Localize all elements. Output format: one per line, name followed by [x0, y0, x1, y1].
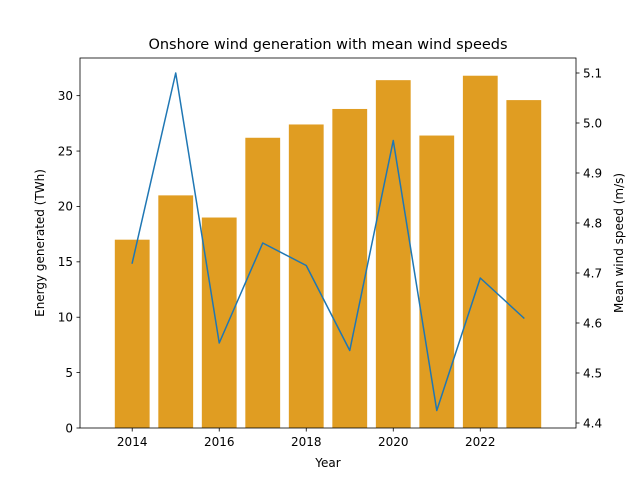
y2-tick-label-5.0: 5.0 — [583, 116, 602, 130]
bar-2020 — [375, 80, 411, 428]
y-tick-label-25: 25 — [58, 144, 73, 158]
bar-2023 — [506, 100, 542, 428]
x-tick-label-2014: 2014 — [117, 435, 148, 449]
plot-area: 2014 2016 2018 2020 2022 0 5 10 15 20 25 30 4.4 4.5 4.… — [58, 57, 602, 449]
y-tick-label-15: 15 — [58, 255, 73, 269]
chart-title: Onshore wind generation with mean wind s… — [148, 37, 507, 53]
y2-tick-label-4.7: 4.7 — [583, 266, 602, 280]
wind-speed-line — [131, 72, 525, 412]
y2-tick-label-4.6: 4.6 — [583, 316, 602, 330]
y-tick-label-30: 30 — [58, 89, 73, 103]
plot-frame — [79, 57, 577, 429]
y-tick-label-0: 0 — [65, 421, 73, 435]
y-tick-label-20: 20 — [58, 200, 73, 214]
bar-2022 — [462, 75, 498, 428]
y-tick-label-10: 10 — [58, 311, 73, 325]
y2-tick-label-4.4: 4.4 — [583, 416, 602, 430]
x-tick-label-2020: 2020 — [378, 435, 409, 449]
x-axis-title: Year — [314, 456, 340, 470]
bar-2015 — [158, 195, 194, 428]
bar-2018 — [288, 124, 324, 428]
bar-2016 — [201, 217, 237, 428]
y2-tick-label-4.5: 4.5 — [583, 366, 602, 380]
bar-2019 — [332, 108, 368, 429]
y-tick-label-5: 5 — [65, 366, 73, 380]
x-tick-label-2016: 2016 — [204, 435, 235, 449]
bar-2017 — [245, 137, 281, 428]
y2-tick-label-4.8: 4.8 — [583, 216, 602, 230]
y2-tick-label-5.1: 5.1 — [583, 66, 602, 80]
y-axis-title: Energy generated (TWh) — [33, 169, 47, 317]
y2-tick-label-4.9: 4.9 — [583, 166, 602, 180]
bar-2021 — [419, 135, 455, 429]
y2-axis-title: Mean wind speed (m/s) — [612, 173, 626, 313]
x-tick-label-2022: 2022 — [465, 435, 496, 449]
bar-2014 — [114, 239, 150, 428]
x-tick-label-2018: 2018 — [291, 435, 322, 449]
